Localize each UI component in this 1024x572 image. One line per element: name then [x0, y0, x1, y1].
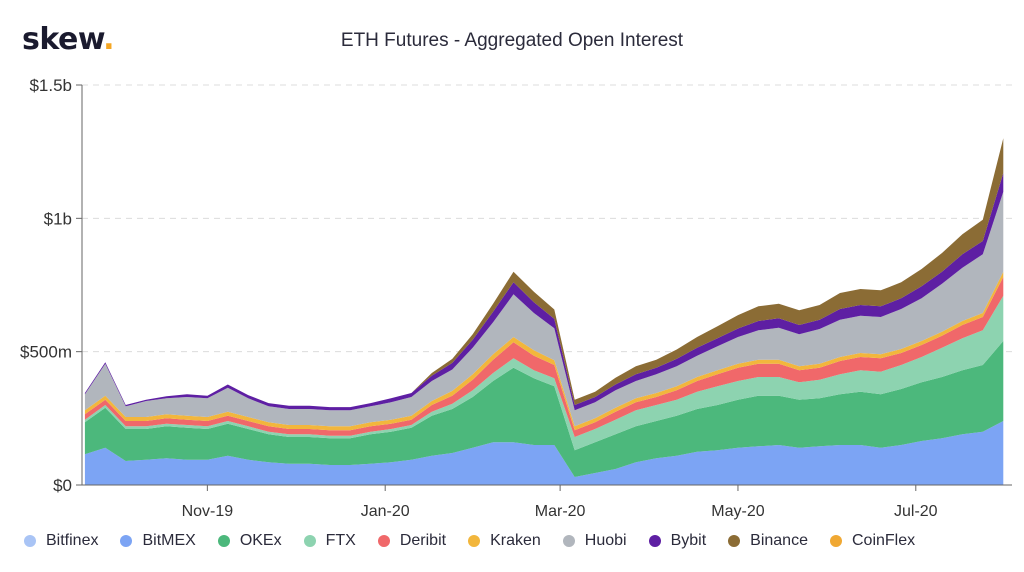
legend-label: Kraken — [490, 532, 541, 549]
chart-area: $0 $500m $1b $1.5b Nov-19 Jan-20 Mar-20 May-20 J… — [20, 76, 1012, 520]
legend-dot-icon — [303, 535, 316, 547]
legend-label: OKEx — [239, 532, 282, 549]
y-tick-label: $500m — [20, 343, 72, 362]
series-area-huobi — [84, 191, 1004, 427]
y-tick-label: $1b — [44, 209, 72, 228]
x-tick-label: Jan-20 — [361, 503, 410, 520]
legend-dot-icon — [562, 535, 575, 547]
x-tick-label: May-20 — [711, 503, 764, 520]
legend-item-okex[interactable]: OKEx — [217, 532, 282, 550]
x-tick-label: Jul-20 — [894, 503, 938, 520]
y-tick-label: $1.5b — [29, 76, 72, 95]
legend-dot-icon — [217, 535, 230, 547]
legend-item-deribit[interactable]: Deribit — [377, 532, 447, 550]
legend-dot-icon — [648, 535, 661, 547]
legend-label: BitMEX — [142, 532, 196, 549]
y-tick-label: $0 — [53, 476, 72, 495]
legend-item-kraken[interactable]: Kraken — [468, 532, 541, 550]
legend-item-bitfinex[interactable]: Bitfinex — [24, 532, 98, 550]
legend-dot-icon — [24, 535, 36, 547]
stacked-areas — [84, 138, 1004, 485]
axes: $0 $500m $1b $1.5b Nov-19 Jan-20 Mar-20 May-20 J… — [20, 76, 1012, 520]
skew-logo: skew. — [22, 22, 115, 57]
legend-label: Huobi — [584, 532, 627, 549]
legend: Bitfinex BitMEX OKEx FTX Deribit Kraken Huobi B… — [24, 532, 937, 550]
legend-item-binance[interactable]: Binance — [728, 532, 808, 550]
legend-label: Bitfinex — [46, 532, 99, 549]
legend-item-huobi[interactable]: Huobi — [562, 532, 627, 550]
legend-dot-icon — [468, 535, 481, 547]
series-area-deribit — [84, 277, 1004, 437]
legend-label: Binance — [750, 532, 808, 549]
legend-dot-icon — [377, 535, 390, 547]
legend-item-coinflex[interactable]: CoinFlex — [829, 532, 916, 550]
legend-label: CoinFlex — [851, 532, 916, 549]
x-tick-label: Nov-19 — [182, 503, 234, 520]
legend-item-bitmex[interactable]: BitMEX — [120, 532, 196, 550]
series-area-okex — [84, 341, 1004, 477]
chart-title: ETH Futures - Aggregated Open Interest — [340, 30, 684, 51]
series-area-bitmex — [84, 421, 1004, 485]
legend-dot-icon — [829, 535, 842, 547]
x-tick-label: Mar-20 — [535, 503, 586, 520]
legend-label: Bybit — [670, 532, 707, 549]
legend-dot-icon — [120, 535, 133, 547]
legend-label: FTX — [325, 532, 356, 549]
legend-item-bybit[interactable]: Bybit — [648, 532, 707, 550]
legend-dot-icon — [728, 535, 741, 547]
legend-label: Deribit — [399, 532, 447, 549]
legend-item-ftx[interactable]: FTX — [303, 532, 356, 550]
